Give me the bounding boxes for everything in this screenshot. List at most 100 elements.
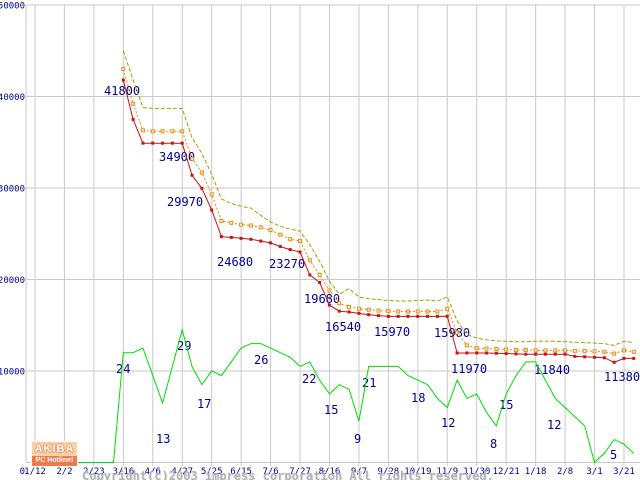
akiba-pc-hotline-logo: AKIBA PC Hotline! (31, 441, 78, 467)
price-annotation-11380: 11380 (604, 370, 640, 384)
lowest-price-marker (278, 245, 282, 249)
lowest-price-marker (396, 314, 400, 318)
average-price-marker (268, 228, 273, 233)
average-price-marker (248, 223, 253, 228)
lowest-price-marker (514, 352, 518, 356)
average-price-marker (180, 129, 185, 134)
lowest-price-marker (426, 314, 430, 318)
average-price-marker (386, 309, 391, 314)
count-annotation-24: 24 (116, 362, 130, 376)
average-price-marker (543, 348, 548, 353)
lowest-price-marker (494, 351, 498, 355)
lowest-price-marker (269, 241, 273, 245)
lowest-price-marker (347, 310, 351, 314)
count-annotation-9: 9 (354, 432, 361, 446)
lowest-price-marker (534, 352, 538, 356)
lowest-price-marker (553, 352, 557, 356)
average-price-marker (592, 349, 597, 354)
average-price-marker (376, 308, 381, 313)
x-tick-label-5-25: 5/25 (201, 467, 223, 477)
average-price-marker (445, 306, 450, 311)
price-annotation-23270: 23270 (269, 257, 305, 271)
average-price-marker (464, 343, 469, 348)
lowest-price-marker (465, 351, 469, 355)
copyright-watermark: Copyright(c)2003 impress corporation All… (82, 441, 494, 480)
average-price-marker (405, 309, 410, 314)
price-annotation-11970: 11970 (451, 362, 487, 376)
average-price-marker (140, 128, 145, 133)
count-annotation-17: 17 (197, 397, 211, 411)
count-annotation-21: 21 (362, 376, 376, 390)
average-price-marker (121, 67, 126, 72)
count-annotation-12: 12 (547, 418, 561, 432)
average-price-marker (337, 301, 342, 306)
count-annotation-5: 5 (610, 448, 617, 462)
price-annotation-34900: 34900 (159, 150, 195, 164)
average-price-marker (484, 346, 489, 351)
count-annotation-18: 18 (411, 391, 425, 405)
lowest-price-marker (357, 311, 361, 315)
x-tick-label-3-16: 3/16 (113, 467, 135, 477)
average-price-marker (219, 218, 224, 223)
lowest-price-marker (308, 273, 312, 277)
lowest-price-marker (151, 141, 155, 145)
lowest-price-marker (298, 250, 302, 254)
average-price-marker (229, 220, 234, 225)
average-price-marker (150, 129, 155, 134)
y-tick-label-40000: 40000 (0, 93, 25, 103)
x-tick-label-11-9: 11/9 (436, 467, 458, 477)
average-price-marker (258, 225, 263, 230)
x-tick-label-12-21: 12/21 (493, 467, 520, 477)
x-tick-label-6-15: 6/15 (230, 467, 252, 477)
count-annotation-15: 15 (499, 398, 513, 412)
y-tick-label-50000: 50000 (0, 2, 25, 12)
lowest-price-marker (337, 309, 341, 313)
x-tick-label-4-27: 4/27 (171, 467, 193, 477)
x-tick-label-10-19: 10/19 (404, 467, 431, 477)
copyright-line: Copyright(c)2003 impress corporation All… (82, 469, 494, 480)
average-price-marker (366, 307, 371, 312)
count-annotation-8: 8 (490, 437, 497, 451)
highest-price-line (122, 50, 634, 346)
average-price-marker (523, 347, 528, 352)
average-price-marker (553, 348, 558, 353)
x-tick-label-2-2: 2/2 (56, 467, 72, 477)
lowest-price-marker (170, 141, 174, 145)
lowest-price-marker (416, 314, 420, 318)
y-tick-label-0: 0 (20, 467, 25, 477)
average-price-marker (317, 272, 322, 277)
x-tick-label-1-18: 1/18 (525, 467, 547, 477)
price-annotation-24680: 24680 (217, 255, 253, 269)
price-annotation-19680: 19680 (304, 292, 340, 306)
shop-count-line (35, 327, 635, 464)
akiba-logo-wordmark: AKIBA (32, 442, 77, 456)
price-annotation-29970: 29970 (167, 195, 203, 209)
average-price-marker (170, 129, 175, 134)
y-tick-label-30000: 30000 (0, 185, 25, 195)
lowest-price-marker (141, 141, 145, 145)
average-price-marker (190, 156, 195, 161)
average-price-marker (631, 349, 636, 354)
average-price-marker (533, 348, 538, 353)
lowest-price-marker (406, 314, 410, 318)
lowest-price-marker (622, 356, 626, 360)
average-price-marker (455, 330, 460, 335)
average-price-marker (425, 309, 430, 314)
average-price-marker (435, 309, 440, 314)
average-price-marker (199, 170, 204, 175)
lowest-price-marker (485, 351, 489, 355)
average-price-marker (415, 309, 420, 314)
average-price-marker (288, 237, 293, 242)
x-tick-label-1-12: 1/12 (24, 467, 46, 477)
y-tick-label-10000: 10000 (0, 368, 25, 378)
average-price-marker (494, 347, 499, 352)
lowest-price-marker (435, 314, 439, 318)
price-annotation-16540: 16540 (325, 320, 361, 334)
lowest-price-marker (632, 356, 636, 360)
average-price-marker (504, 347, 509, 352)
lowest-price-marker (386, 314, 390, 318)
lowest-price-marker (327, 303, 331, 307)
count-annotation-15: 15 (324, 403, 338, 417)
x-tick-label-3-21: 3/21 (613, 467, 635, 477)
lowest-price-marker (602, 356, 606, 360)
